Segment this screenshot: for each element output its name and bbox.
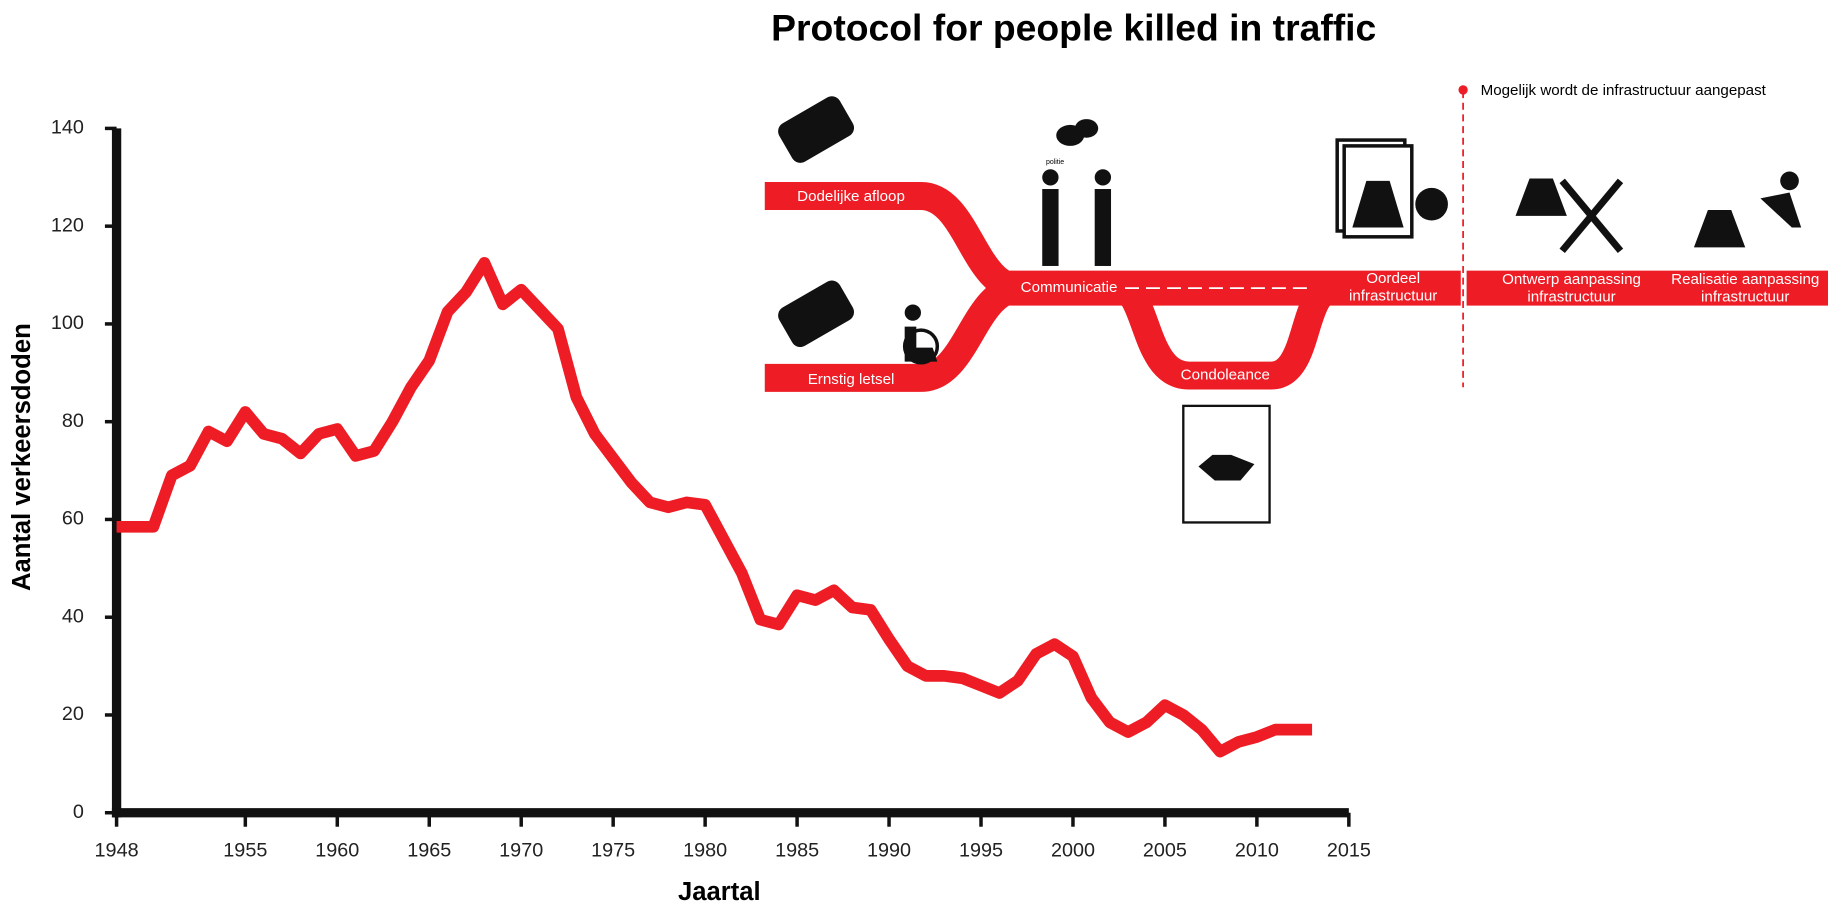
step-label: Realisatie aanpassing [1671, 271, 1819, 288]
x-tick-label: 1975 [591, 839, 635, 861]
diagram: Mogelijk wordt de infrastructuur aangepa… [764, 82, 1828, 524]
x-tick-label: 2000 [1051, 839, 1095, 861]
note: Mogelijk wordt de infrastructuur aangepa… [1481, 82, 1767, 99]
x-tick-label: 1948 [95, 839, 139, 861]
x-tick-label: 1985 [775, 839, 819, 861]
x-tick-label: 1970 [499, 839, 543, 861]
step-label: infrastructuur [1349, 287, 1437, 304]
y-tick-label: 40 [62, 605, 84, 627]
y-tick-label: 120 [51, 214, 84, 236]
chart-title: Protocol for people killed in traffic [771, 6, 1376, 48]
x-tick-label: 1955 [223, 839, 267, 861]
y-axis-label: Aantal verkeersdoden [8, 323, 36, 591]
x-tick-label: 2015 [1327, 839, 1371, 861]
icon-label: politie [1046, 159, 1064, 166]
ribbon [1466, 270, 1828, 306]
x-tick-label: 1980 [683, 839, 727, 861]
x-tick-label: 1960 [315, 839, 359, 861]
x-tick-label: 1995 [959, 839, 1003, 861]
dot [1458, 85, 1468, 95]
x-tick-label: 1965 [407, 839, 451, 861]
y-tick-label: 80 [62, 410, 84, 432]
y-tick-label: 140 [51, 117, 84, 139]
step-label: Condoleance [1181, 367, 1270, 384]
step-label: Dodelijke afloop [797, 188, 905, 205]
ribbon [1115, 274, 1338, 390]
y-tick-label: 20 [62, 703, 84, 725]
step-label: Ontwerp aanpassing [1502, 271, 1641, 288]
step-label: Oordeel [1366, 270, 1420, 287]
step-label: Ernstig letsel [808, 371, 895, 388]
step-label: infrastructuur [1527, 288, 1615, 305]
y-tick-label: 0 [73, 801, 84, 823]
x-tick-label: 2005 [1143, 839, 1187, 861]
x-tick-label: 1990 [867, 839, 911, 861]
ribbon [764, 182, 1022, 303]
step-label: Communicatie [1021, 279, 1118, 296]
x-axis-label: Jaartal [678, 878, 761, 905]
y-tick-label: 100 [51, 312, 84, 334]
line [116, 256, 1313, 758]
icons [778, 96, 1802, 524]
x-tick-label: 2010 [1235, 839, 1279, 861]
y-tick-label: 60 [62, 508, 84, 530]
step-label: infrastructuur [1701, 288, 1789, 305]
